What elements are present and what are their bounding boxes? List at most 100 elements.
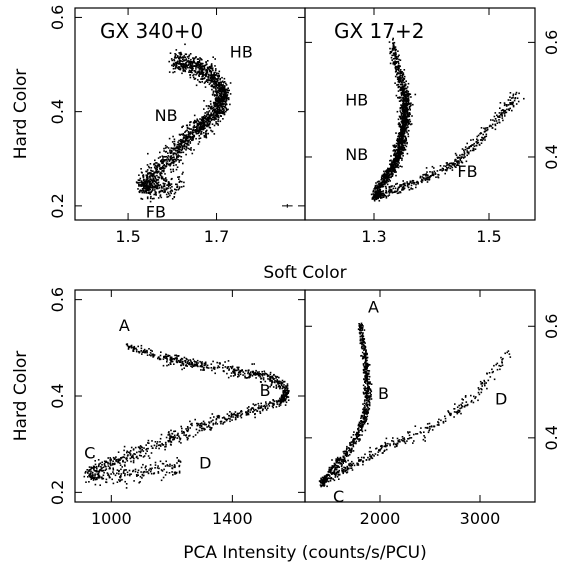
p3-point-188 xyxy=(192,358,195,360)
p3-point-1138 xyxy=(137,471,139,474)
p2-point-301 xyxy=(405,98,408,100)
p3-point-914 xyxy=(134,453,136,456)
p1-point-326 xyxy=(209,69,212,72)
p3-point-1159 xyxy=(141,477,143,479)
p2-point-736 xyxy=(399,133,402,135)
p2-point-1359 xyxy=(416,180,418,183)
p2-point-1600 xyxy=(480,142,483,144)
p1-point-1666 xyxy=(138,191,141,193)
p2-point-1488 xyxy=(419,175,422,178)
p3-point-337 xyxy=(241,369,243,371)
p1-point-343 xyxy=(200,63,202,65)
p1-point-1581 xyxy=(139,177,142,180)
p2-xtick-label-1: 1.5 xyxy=(476,227,501,246)
p1-point-1291 xyxy=(164,144,167,147)
p1-point-1157 xyxy=(189,121,191,124)
p1-point-327 xyxy=(203,66,206,69)
p3-point-172 xyxy=(206,364,209,367)
p3-point-1129 xyxy=(136,475,138,477)
p1-point-1814 xyxy=(171,198,174,200)
p2-point-74 xyxy=(393,45,395,47)
p1-point-345 xyxy=(214,69,217,72)
p3-point-802 xyxy=(167,431,170,434)
p1-point-104 xyxy=(184,70,186,72)
p3-point-192 xyxy=(227,376,230,379)
p2-point-886 xyxy=(396,163,398,165)
p1-point-1312 xyxy=(163,150,165,152)
p2-point-1154 xyxy=(385,173,388,176)
p4-point-34 xyxy=(363,329,366,331)
p2-point-1129 xyxy=(376,181,379,183)
p3-point-28 xyxy=(130,344,133,347)
p2-point-581 xyxy=(401,131,403,133)
p1-point-1119 xyxy=(190,121,192,123)
p1-point-925 xyxy=(212,106,215,109)
p2-point-1477 xyxy=(446,164,448,166)
p2-point-39 xyxy=(396,58,398,60)
p2-point-1179 xyxy=(376,187,379,189)
p1-point-344 xyxy=(199,81,202,84)
p2-point-1348 xyxy=(395,190,398,193)
p2-point-1319 xyxy=(378,193,380,196)
p3-point-270 xyxy=(259,376,261,378)
p2-point-1333 xyxy=(396,192,399,195)
p1-point-1010 xyxy=(218,107,221,110)
p3-point-564 xyxy=(279,398,282,401)
p1-point-1564 xyxy=(139,181,141,184)
p3-point-246 xyxy=(190,363,192,365)
p1-point-1488 xyxy=(157,163,160,165)
p2-point-733 xyxy=(402,135,405,137)
p1-point-1621 xyxy=(138,185,140,187)
p3-point-907 xyxy=(122,459,124,462)
p2-point-226 xyxy=(402,102,404,105)
p3-point-687 xyxy=(215,418,218,421)
p2-point-1684 xyxy=(509,107,511,110)
p3-point-454 xyxy=(286,389,288,391)
p3-point-1017 xyxy=(84,470,87,473)
p1-point-1767 xyxy=(170,183,173,185)
p1-point-1394 xyxy=(178,145,181,148)
p2-point-510 xyxy=(399,124,402,126)
p3-point-408 xyxy=(275,386,278,388)
p2-point-45 xyxy=(393,53,396,55)
p1-point-834 xyxy=(218,116,220,119)
p2-point-1177 xyxy=(380,177,383,180)
p4-point-98 xyxy=(361,357,364,360)
p1-point-883 xyxy=(207,105,210,107)
p3-point-348 xyxy=(259,373,262,375)
p2-point-441 xyxy=(403,100,405,103)
p1-point-776 xyxy=(228,98,230,101)
p1-point-825 xyxy=(213,115,215,117)
p3-point-1185 xyxy=(168,472,171,474)
p2-point-1175 xyxy=(381,174,383,177)
p2-point-1609 xyxy=(459,154,461,157)
p2-point-918 xyxy=(397,155,399,158)
p3-point-730 xyxy=(165,436,168,439)
p4-point-92 xyxy=(361,351,364,354)
p1-point-1254 xyxy=(171,156,174,159)
p2-point-1188 xyxy=(377,188,379,190)
p1-point-438 xyxy=(220,84,223,87)
p4-point-52 xyxy=(360,322,363,325)
p2-point-463 xyxy=(407,114,409,116)
p3-point-491 xyxy=(285,398,287,400)
p2-point-385 xyxy=(397,123,400,125)
p3-point-521 xyxy=(284,389,286,391)
p2-point-1508 xyxy=(448,163,451,165)
p1-point-1585 xyxy=(146,180,148,183)
p1-point-800 xyxy=(220,100,223,103)
p3-point-1073 xyxy=(118,470,120,473)
p1-point-428 xyxy=(208,79,210,81)
p3-point-271 xyxy=(261,383,263,386)
p1-point-921 xyxy=(205,124,207,126)
p2-point-296 xyxy=(406,97,408,99)
p2-point-1470 xyxy=(421,181,423,184)
p1-point-89 xyxy=(188,55,190,58)
p1-point-1109 xyxy=(186,134,188,136)
p2-point-1517 xyxy=(431,173,434,175)
p3-point-204 xyxy=(200,369,202,371)
p2-point-1306 xyxy=(371,198,374,200)
p1-point-1459 xyxy=(158,165,161,167)
p2-point-1492 xyxy=(433,170,436,173)
p2-point-139 xyxy=(397,79,400,81)
